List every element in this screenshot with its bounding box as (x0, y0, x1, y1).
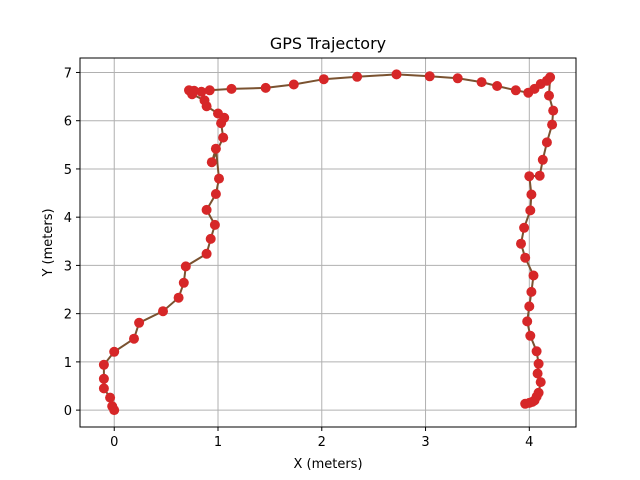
trajectory-point (391, 69, 402, 80)
trajectory-point (541, 137, 552, 148)
trajectory-point (548, 105, 559, 116)
trajectory-point (107, 401, 118, 412)
trajectory-point (525, 330, 536, 341)
trajectory-point (98, 383, 109, 394)
trajectory-point (204, 85, 215, 96)
axes-frame (79, 57, 577, 428)
trajectory-point (129, 333, 139, 344)
y-tick-label: 3 (64, 259, 72, 274)
trajectory-point (476, 77, 487, 88)
trajectory-point (524, 301, 535, 312)
trajectory-point (516, 238, 526, 249)
trajectory-point (226, 83, 237, 94)
trajectory-point (173, 292, 184, 303)
trajectory-point (210, 143, 221, 154)
trajectory-point (209, 219, 220, 230)
trajectory-point (520, 252, 531, 263)
trajectory-point (201, 248, 212, 259)
trajectory-point (452, 73, 463, 84)
trajectory-point (201, 204, 212, 215)
trajectory-point (524, 171, 535, 182)
trajectory-point (98, 359, 109, 370)
y-ticks: 0 1 2 3 4 5 6 7 (64, 66, 80, 419)
trajectory-point (158, 306, 168, 317)
x-axis-label: X (meters) (293, 457, 362, 472)
trajectory-point (105, 392, 116, 403)
trajectory-point (545, 72, 556, 83)
x-ticks: 0 1 2 3 4 (110, 427, 533, 450)
chart-title: GPS Trajectory (270, 34, 386, 53)
trajectory-point (522, 316, 533, 327)
trajectory-point (210, 189, 221, 199)
y-tick-label: 5 (64, 163, 72, 178)
y-axis-label: Y (meters) (41, 208, 56, 277)
trajectory-point (288, 79, 299, 90)
trajectory-point (196, 86, 207, 97)
trajectory-point (537, 154, 548, 165)
trajectory-point (533, 358, 544, 369)
x-tick-label: 4 (525, 435, 533, 450)
trajectory-point (205, 233, 216, 244)
trajectory-point (213, 108, 223, 119)
y-tick-label: 2 (64, 308, 72, 323)
trajectory-point (532, 368, 543, 379)
y-tick-label: 1 (64, 356, 72, 371)
trajectory-point (510, 85, 521, 96)
y-tick-label: 7 (64, 66, 72, 81)
trajectory-point (98, 373, 109, 384)
x-tick-label: 3 (421, 435, 429, 450)
trajectory-point (109, 346, 120, 357)
trajectory-point (528, 270, 539, 281)
trajectory-point (544, 90, 554, 101)
x-tick-label: 0 (110, 435, 118, 450)
trajectory-point (547, 119, 558, 130)
grid (80, 58, 576, 427)
x-tick-label: 2 (318, 435, 326, 450)
trajectory-point (352, 71, 363, 82)
trajectory-point (492, 81, 503, 91)
trajectory-point (525, 205, 536, 216)
trajectory-point (526, 286, 537, 297)
y-tick-label: 6 (64, 115, 72, 130)
trajectory-point (206, 157, 217, 168)
trajectory-point (134, 317, 145, 328)
trajectory-point (189, 85, 200, 96)
trajectory-point (178, 277, 189, 288)
trajectory-point (526, 189, 537, 200)
plot-area (98, 69, 559, 416)
trajectory-point (214, 173, 224, 184)
trajectory-point (218, 132, 229, 143)
trajectory-point (318, 74, 329, 85)
trajectory-point (180, 261, 191, 272)
trajectory-point (535, 377, 546, 388)
trajectory-line (102, 73, 555, 411)
trajectory-point (531, 346, 542, 357)
y-tick-label: 0 (64, 404, 72, 419)
trajectory-point (519, 222, 530, 233)
trajectory-point (424, 71, 435, 82)
trajectory-point (520, 398, 531, 409)
x-tick-label: 1 (214, 435, 222, 450)
trajectory-point (260, 82, 271, 93)
trajectory-point (199, 95, 210, 106)
y-tick-label: 4 (64, 211, 72, 226)
trajectory-point (534, 170, 545, 181)
